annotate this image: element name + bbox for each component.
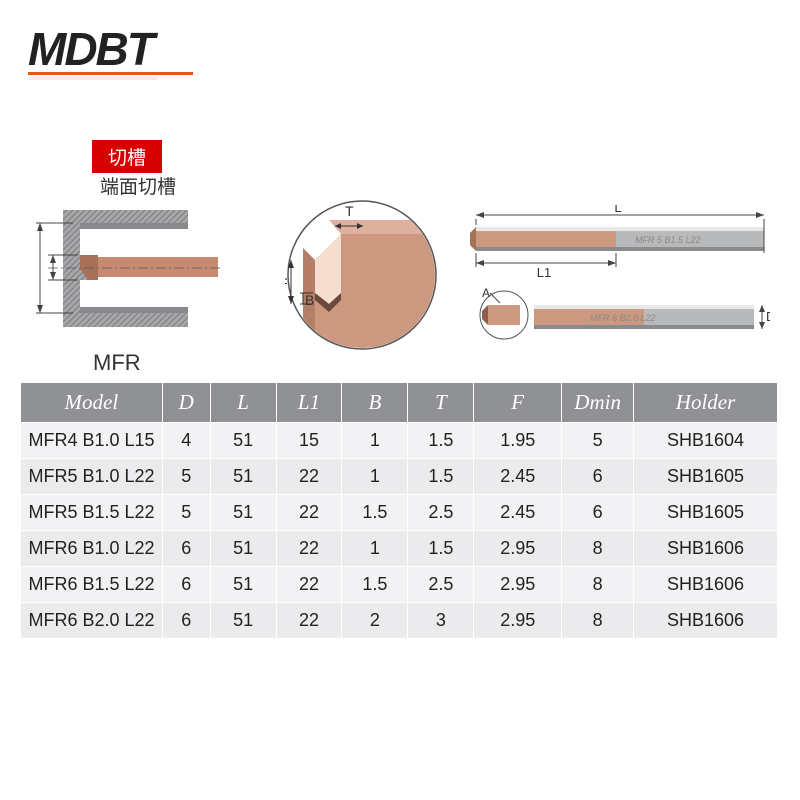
- col-dmin: Dmin: [562, 383, 634, 423]
- brand-logo: MDBT: [28, 22, 193, 80]
- table-cell: 2.45: [474, 495, 562, 531]
- table-cell: SHB1606: [634, 603, 778, 639]
- grooving-cross-section-diagram: [28, 195, 223, 345]
- table-cell: 51: [210, 567, 276, 603]
- table-cell: 2.95: [474, 567, 562, 603]
- f-label: F: [285, 275, 288, 291]
- table-cell: SHB1606: [634, 567, 778, 603]
- table-cell: 22: [276, 567, 342, 603]
- table-cell: 3: [408, 603, 474, 639]
- table-cell: 6: [562, 495, 634, 531]
- table-cell: 51: [210, 423, 276, 459]
- tool-bar-diagram: L MFR 5 B1.5 L22 L1 A MFR 6 B2.0 L22 D: [470, 205, 770, 350]
- table-cell: 51: [210, 531, 276, 567]
- col-b: B: [342, 383, 408, 423]
- table-cell: SHB1604: [634, 423, 778, 459]
- table-cell: 15: [276, 423, 342, 459]
- table-cell: 51: [210, 495, 276, 531]
- svg-text:L: L: [614, 205, 621, 215]
- table-cell: 22: [276, 495, 342, 531]
- table-cell: 1.5: [408, 531, 474, 567]
- table-cell: MFR6 B1.0 L22: [21, 531, 163, 567]
- table-cell: 22: [276, 459, 342, 495]
- table-cell: MFR6 B2.0 L22: [21, 603, 163, 639]
- table-cell: 6: [162, 531, 210, 567]
- table-cell: 1.5: [408, 459, 474, 495]
- col-d: D: [162, 383, 210, 423]
- table-cell: SHB1605: [634, 459, 778, 495]
- col-l1: L1: [276, 383, 342, 423]
- table-cell: MFR5 B1.0 L22: [21, 459, 163, 495]
- table-cell: 51: [210, 603, 276, 639]
- table-cell: MFR6 B1.5 L22: [21, 567, 163, 603]
- table-cell: MFR4 B1.0 L15: [21, 423, 163, 459]
- table-cell: 1.95: [474, 423, 562, 459]
- table-cell: 8: [562, 567, 634, 603]
- table-cell: 2.95: [474, 603, 562, 639]
- table-cell: 1: [342, 459, 408, 495]
- table-row: MFR4 B1.0 L154511511.51.955SHB1604: [21, 423, 778, 459]
- table-cell: 2.5: [408, 567, 474, 603]
- table-row: MFR6 B1.5 L22651221.52.52.958SHB1606: [21, 567, 778, 603]
- table-cell: 1.5: [408, 423, 474, 459]
- table-cell: 5: [162, 459, 210, 495]
- table-cell: SHB1606: [634, 531, 778, 567]
- table-cell: 1: [342, 423, 408, 459]
- table-cell: 2.45: [474, 459, 562, 495]
- svg-text:MFR 5 B1.5 L22: MFR 5 B1.5 L22: [635, 235, 701, 245]
- table-cell: 8: [562, 531, 634, 567]
- b-label: B: [305, 292, 314, 308]
- table-cell: 51: [210, 459, 276, 495]
- table-cell: 6: [562, 459, 634, 495]
- col-f: F: [474, 383, 562, 423]
- col-model: Model: [21, 383, 163, 423]
- table-cell: SHB1605: [634, 495, 778, 531]
- table-cell: 1.5: [342, 495, 408, 531]
- logo-grey-line: [28, 77, 158, 80]
- table-row: MFR6 B2.0 L2265122232.958SHB1606: [21, 603, 778, 639]
- table-row: MFR6 B1.0 L226512211.52.958SHB1606: [21, 531, 778, 567]
- specifications-table: Model D L L1 B T F Dmin Holder MFR4 B1.0…: [20, 382, 778, 639]
- t-label: T: [345, 203, 354, 219]
- col-holder: Holder: [634, 383, 778, 423]
- svg-text:L1: L1: [537, 265, 551, 280]
- category-badge: 切槽: [92, 140, 162, 173]
- table-cell: 4: [162, 423, 210, 459]
- logo-text: MDBT: [28, 22, 193, 76]
- table-row: MFR5 B1.5 L22551221.52.52.456SHB1605: [21, 495, 778, 531]
- table-cell: MFR5 B1.5 L22: [21, 495, 163, 531]
- table-cell: 2: [342, 603, 408, 639]
- col-l: L: [210, 383, 276, 423]
- table-cell: 8: [562, 603, 634, 639]
- table-row: MFR5 B1.0 L225512211.52.456SHB1605: [21, 459, 778, 495]
- table-cell: 1: [342, 531, 408, 567]
- table-cell: 5: [562, 423, 634, 459]
- col-t: T: [408, 383, 474, 423]
- table-cell: 2.5: [408, 495, 474, 531]
- table-cell: 5: [162, 495, 210, 531]
- tool-family-label: MFR: [93, 350, 141, 376]
- table-cell: 6: [162, 567, 210, 603]
- table-cell: 2.95: [474, 531, 562, 567]
- table-cell: 22: [276, 603, 342, 639]
- table-cell: 1.5: [342, 567, 408, 603]
- svg-text:D: D: [766, 309, 770, 324]
- svg-text:A: A: [482, 286, 490, 300]
- tip-detail-circle: T B F: [285, 198, 440, 353]
- table-cell: 6: [162, 603, 210, 639]
- svg-text:MFR 6 B2.0 L22: MFR 6 B2.0 L22: [590, 313, 656, 323]
- table-header-row: Model D L L1 B T F Dmin Holder: [21, 383, 778, 423]
- table-cell: 22: [276, 531, 342, 567]
